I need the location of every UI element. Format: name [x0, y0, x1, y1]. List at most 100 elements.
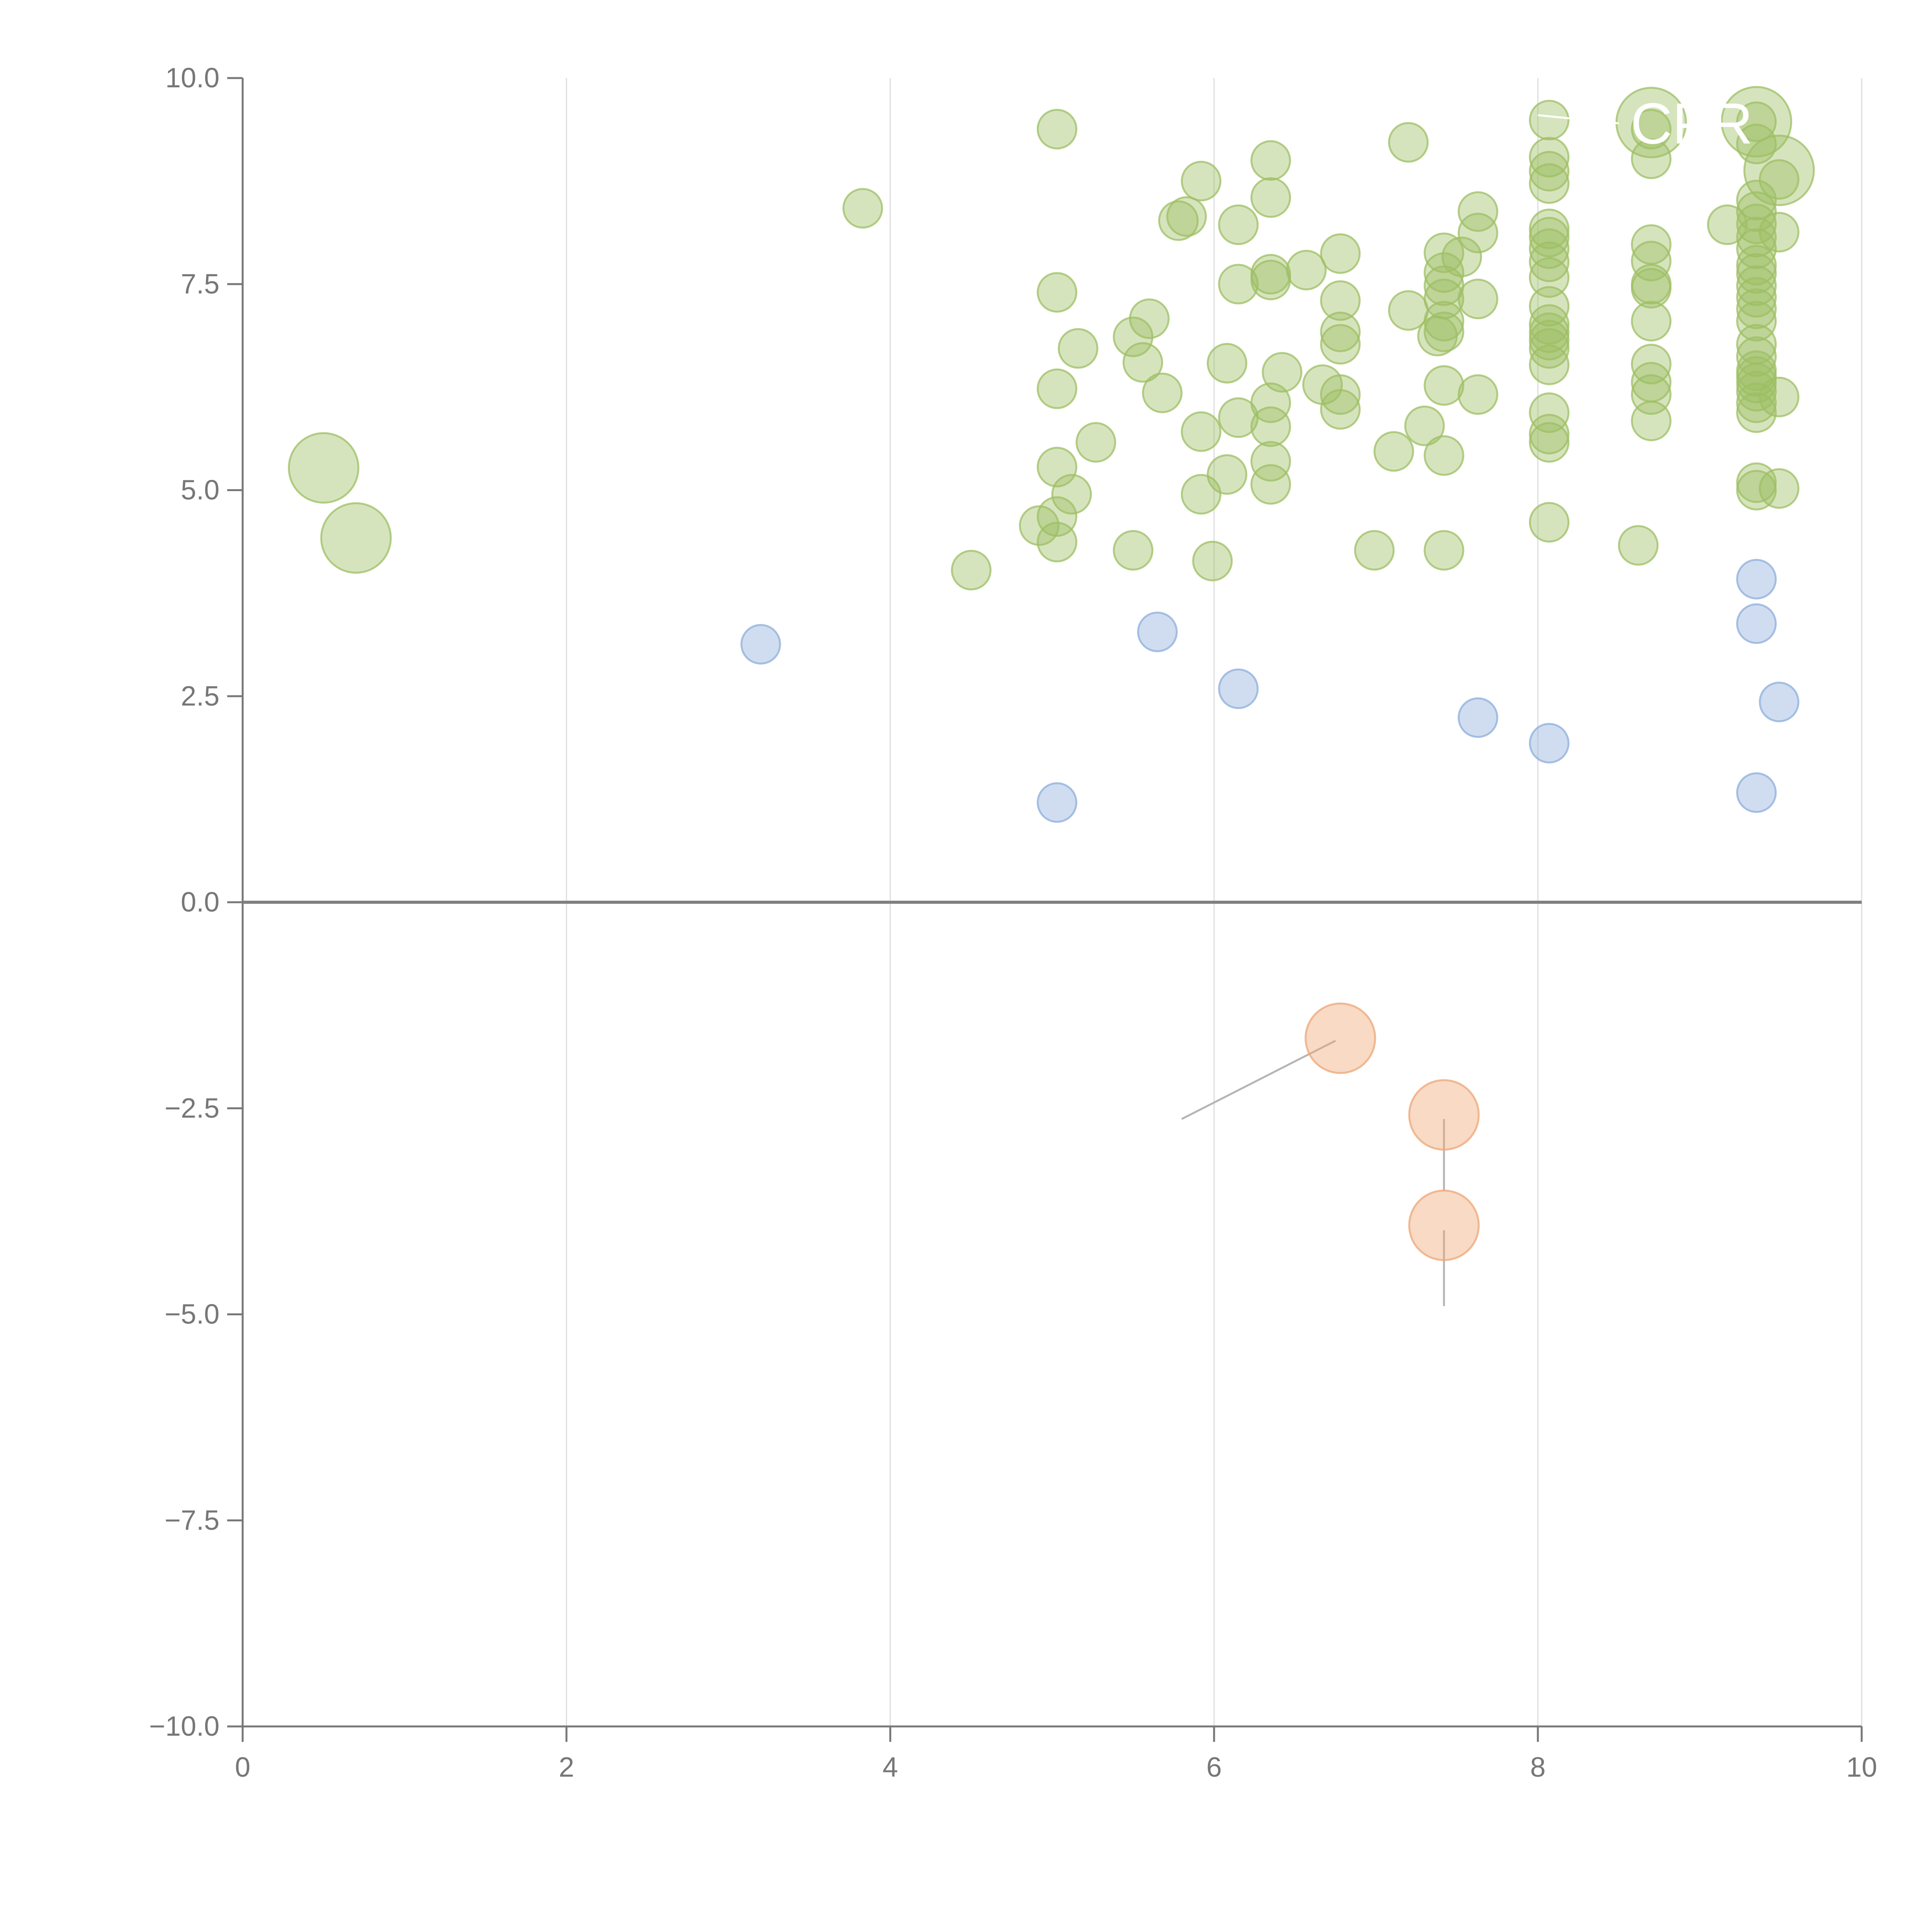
data-point-green [1250, 382, 1291, 423]
data-point-green [288, 432, 359, 504]
y-tick-label: −10.0 [149, 1711, 219, 1742]
data-point-green [1631, 268, 1672, 309]
data-point-green [1529, 217, 1570, 258]
data-point-green [1529, 320, 1570, 361]
data-point-green [1423, 435, 1464, 476]
data-point-green [1075, 422, 1116, 463]
data-point-blue [1736, 603, 1777, 644]
data-point-green [1037, 109, 1078, 150]
data-point-orange [1408, 1079, 1480, 1151]
data-point-green [320, 502, 392, 574]
data-point-blue [1137, 611, 1178, 652]
data-point-green [1207, 454, 1248, 495]
data-point-green [1736, 265, 1777, 306]
data-point-green [1529, 242, 1570, 282]
data-point-green [1529, 257, 1570, 298]
data-point-green [1320, 311, 1361, 352]
data-point-green [1113, 530, 1153, 571]
axes [227, 77, 1863, 1742]
data-point-green [842, 188, 883, 229]
data-point-green [1759, 159, 1799, 200]
data-point-green [1759, 376, 1799, 417]
data-point-green [1759, 212, 1799, 253]
data-point-green [1051, 474, 1092, 515]
data-point-blue [1458, 697, 1498, 738]
data-point-green [1529, 422, 1570, 463]
data-point-green [1354, 530, 1395, 571]
data-point-green [1250, 260, 1291, 301]
data-point-green [1058, 328, 1099, 369]
y-tick-label: −2.5 [165, 1093, 219, 1124]
x-tick-label: 4 [883, 1752, 898, 1783]
data-point-green [1529, 151, 1570, 192]
data-point-green [1529, 163, 1570, 204]
data-point-green [1250, 406, 1291, 447]
data-point-green [1373, 431, 1414, 472]
data-point-green [1736, 470, 1777, 510]
data-point-green [1320, 280, 1361, 321]
y-tick-label: 0.0 [181, 887, 219, 918]
data-point-orange [1408, 1189, 1480, 1261]
data-point-green [1759, 468, 1799, 509]
data-point-blue [1037, 782, 1078, 823]
y-tick-label: 10.0 [165, 63, 219, 94]
data-points [288, 86, 1815, 1261]
data-point-green [1631, 109, 1672, 150]
data-point-green [1441, 236, 1482, 277]
data-point-green [1631, 400, 1672, 441]
data-point-green [1388, 122, 1429, 163]
data-point-green [1180, 411, 1221, 452]
data-point-green [1736, 277, 1777, 318]
data-point-green [1320, 374, 1361, 415]
data-point-green [1037, 272, 1078, 313]
data-point-green [1404, 405, 1445, 446]
data-point-green [1423, 365, 1464, 406]
data-point-green [1320, 389, 1361, 430]
data-point-green [1218, 204, 1259, 245]
data-point-green [1166, 196, 1207, 237]
data-point-green [1180, 161, 1221, 202]
data-point-green [1458, 191, 1498, 232]
data-point-green [1529, 328, 1570, 369]
y-tick-label: 2.5 [181, 681, 219, 712]
x-tick-label: 8 [1530, 1752, 1546, 1783]
data-point-green [1423, 311, 1464, 352]
data-point-green [1192, 541, 1233, 582]
x-tick-label: 2 [559, 1752, 574, 1783]
data-point-green [1529, 392, 1570, 433]
data-point-green [1320, 324, 1361, 365]
annotations: CPR [1537, 91, 1753, 156]
data-point-green [1736, 180, 1777, 221]
data-point-green [1250, 177, 1291, 218]
data-point-green [1736, 301, 1777, 342]
data-point-blue [1218, 668, 1259, 709]
data-point-green [1631, 138, 1672, 179]
data-point-green [1736, 253, 1777, 294]
data-point-green [1129, 298, 1170, 339]
data-point-blue [1736, 772, 1777, 813]
data-point-green [1423, 279, 1464, 320]
data-point-green [1262, 352, 1303, 393]
data-point-green [1736, 101, 1777, 142]
data-point-green [1529, 228, 1570, 269]
y-tick-label: −7.5 [165, 1505, 219, 1536]
data-point-green [1037, 447, 1078, 488]
data-point-green [1250, 140, 1291, 181]
data-point-green [1736, 392, 1777, 433]
data-point-blue [740, 624, 781, 665]
data-point-green [1529, 413, 1570, 454]
data-point-green [1423, 301, 1464, 342]
data-point-green [1207, 343, 1248, 384]
data-point-green [1218, 264, 1259, 304]
data-point-green [1618, 525, 1659, 566]
data-point-green [1037, 522, 1078, 563]
data-point-green [951, 549, 992, 590]
x-tick-label: 0 [235, 1752, 250, 1783]
data-point-blue [1736, 559, 1777, 600]
data-point-green [1529, 100, 1570, 141]
data-point-green [1250, 464, 1291, 505]
data-point-green [1423, 530, 1464, 571]
data-point-green [1458, 213, 1498, 253]
data-point-green [1736, 228, 1777, 269]
